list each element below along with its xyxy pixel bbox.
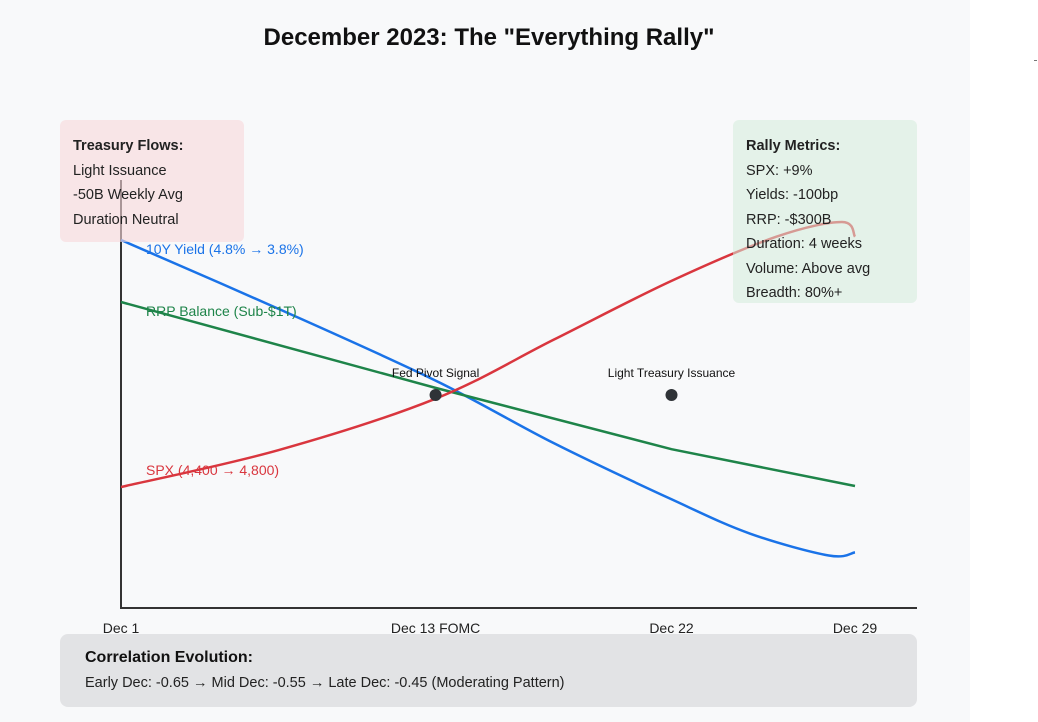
rally-metrics-line: SPX: +9%	[746, 162, 813, 179]
rally-metrics-heading: Rally Metrics:	[746, 138, 841, 154]
rally-metrics-box: Rally Metrics: SPX: +9% Yields: -100bp R…	[733, 120, 917, 303]
event-marker	[429, 389, 442, 401]
x-tick-label: Dec 22	[649, 620, 694, 636]
correlation-title: Correlation Evolution:	[85, 649, 253, 666]
series-line	[120, 300, 856, 488]
treasury-flows-heading: Treasury Flows:	[73, 138, 184, 154]
x-tick-label: Dec 29	[833, 620, 878, 636]
series-label: SPX (4,400 → 4,800)	[146, 462, 279, 478]
treasury-flows-line: Light Issuance	[73, 162, 167, 179]
x-tick-label: Dec 1	[103, 620, 140, 636]
edge-mark	[1034, 60, 1037, 61]
event-label: Fed Pivot Signal	[392, 366, 479, 380]
x-tick-label: Dec 13 FOMC	[391, 620, 480, 636]
correlation-text: Early Dec: -0.65 → Mid Dec: -0.55 → Late…	[85, 675, 565, 691]
chart-canvas: 10Y Yield (4.8% → 3.8%) RRP Balance (Sub-…	[60, 24, 917, 707]
rally-metrics-line: RRP: -$300B	[746, 211, 832, 228]
series-line	[120, 238, 856, 558]
event-marker	[665, 389, 678, 401]
series-label: RRP Balance (Sub-$1T)	[146, 303, 297, 319]
rally-metrics-line: Duration: 4 weeks	[746, 236, 863, 252]
treasury-flows-box: Treasury Flows: Light Issuance -50B Week…	[60, 120, 244, 242]
rally-metrics-line: Breadth: 80%+	[746, 285, 843, 301]
series-label: 10Y Yield (4.8% → 3.8%)	[146, 241, 304, 257]
correlation-box: Correlation Evolution: Early Dec: -0.65 …	[60, 634, 917, 707]
rally-metrics-line: Volume: Above avg	[746, 260, 871, 277]
rally-metrics-line: Yields: -100bp	[746, 187, 839, 203]
treasury-flows-line: -50B Weekly Avg	[73, 187, 183, 203]
chart-svg: 10Y Yield (4.8% → 3.8%) RRP Balance (Sub-…	[103, 180, 917, 636]
treasury-flows-line: Duration Neutral	[73, 211, 179, 228]
chart-title: December 2023: The "Everything Rally"	[263, 24, 715, 51]
event-label: Light Treasury Issuance	[608, 366, 736, 380]
